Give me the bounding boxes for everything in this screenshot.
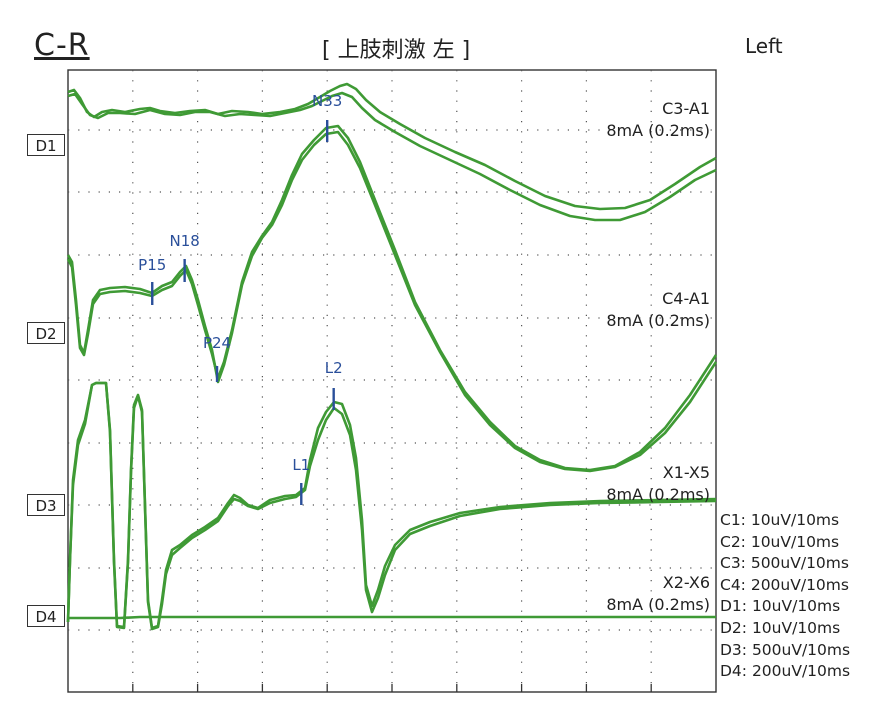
scale-item: D4: 200uV/10ms	[720, 662, 851, 681]
trace-label-d3: X1-X5 8mA (0.2ms)	[606, 462, 710, 506]
trace-label-d4: X2-X6 8mA (0.2ms)	[606, 572, 710, 616]
derivation-label: X1-X5	[662, 463, 710, 482]
stim-label: 8mA (0.2ms)	[606, 311, 710, 330]
marker-label-n18: N18	[169, 232, 199, 250]
trace-d2-b	[66, 124, 718, 472]
scale-item: D2: 10uV/10ms	[720, 618, 841, 637]
marker-label-p24: P24	[203, 334, 231, 352]
derivation-label: X2-X6	[662, 573, 710, 592]
channel-box-d2: D2	[27, 322, 65, 344]
scale-list: C1: 10uV/10ms C2: 10uV/10ms C3: 500uV/10…	[720, 510, 850, 683]
chart-title: C-R	[34, 28, 90, 63]
derivation-label: C4-A1	[662, 289, 710, 308]
waveform-traces	[66, 82, 718, 631]
trace-d1-lower	[67, 91, 717, 222]
stimulus-header: [ 上肢刺激 左 ]	[322, 38, 471, 63]
scale-item: D3: 500uV/10ms	[720, 640, 851, 659]
channel-box-d1: D1	[27, 134, 65, 156]
trace-d4	[68, 615, 716, 620]
marker-label-l2: L2	[325, 359, 343, 377]
channel-box-d3: D3	[27, 494, 65, 516]
trace-label-d2: C4-A1 8mA (0.2ms)	[606, 288, 710, 332]
scale-item: C3: 500uV/10ms	[720, 554, 849, 573]
channel-box-d4: D4	[27, 605, 65, 627]
derivation-label: C3-A1	[662, 99, 710, 118]
stim-label: 8mA (0.2ms)	[606, 121, 710, 140]
scale-item: D1: 10uV/10ms	[720, 597, 841, 616]
trace-d1-upper	[67, 82, 717, 211]
stim-label: 8mA (0.2ms)	[606, 595, 710, 614]
trace-d3-b	[66, 381, 717, 631]
marker-label-n33: N33	[312, 92, 342, 110]
scale-item: C4: 200uV/10ms	[720, 575, 849, 594]
stim-label: 8mA (0.2ms)	[606, 485, 710, 504]
scale-item: C2: 10uV/10ms	[720, 532, 840, 551]
plot-grid	[67, 69, 717, 693]
side-label: Left	[745, 34, 783, 58]
scale-item: C1: 10uV/10ms	[720, 511, 840, 529]
marker-label-l1: L1	[292, 456, 310, 474]
marker-label-p15: P15	[138, 256, 166, 274]
trace-label-d1: C3-A1 8mA (0.2ms)	[606, 98, 710, 142]
trace-d2-a	[66, 130, 718, 473]
